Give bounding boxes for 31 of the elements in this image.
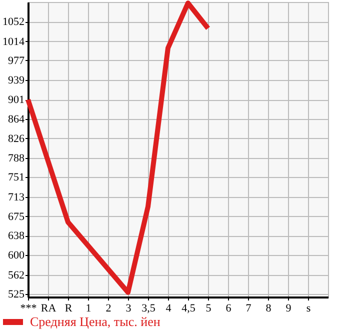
- y-tick-label: 751: [8, 172, 24, 184]
- y-tick-label: 977: [8, 54, 25, 67]
- x-tick-label: RA: [40, 302, 56, 314]
- x-tick-label: 6: [226, 302, 232, 314]
- x-tick-label: 4,5: [182, 302, 196, 314]
- y-tick-label: 600: [8, 250, 25, 262]
- x-tick-label: 3: [126, 302, 132, 314]
- y-tick-label: 525: [8, 288, 25, 300]
- x-tick-label: 1: [86, 302, 92, 314]
- x-tick-label: 9: [286, 302, 292, 314]
- y-tick-label: 788: [8, 152, 25, 165]
- y-tick-label: 864: [8, 113, 25, 126]
- y-tick-label: 1052: [2, 16, 24, 28]
- y-tick-label: 713: [8, 191, 25, 204]
- x-tick-label: R: [64, 302, 73, 314]
- y-tick-label: 826: [8, 132, 25, 145]
- x-tick-label: 2: [106, 302, 112, 314]
- x-tick-label: 8: [266, 302, 272, 314]
- y-tick-label: 562: [8, 269, 24, 282]
- y-tick-label: 901: [8, 94, 24, 106]
- legend-label: Средняя Цена, тыс. йен: [30, 314, 160, 329]
- y-tick-label: 675: [8, 210, 25, 223]
- x-tick-label: 5: [206, 302, 212, 314]
- y-tick-label: 638: [8, 230, 25, 242]
- x-tick-label: 3,5: [142, 302, 156, 314]
- y-tick-label: 1014: [2, 36, 25, 48]
- x-tick-label: s: [306, 302, 311, 314]
- x-tick-label: 7: [246, 302, 252, 314]
- x-tick-label: 4: [166, 302, 172, 314]
- y-tick-label: 939: [8, 74, 25, 87]
- x-tick-label: ***: [20, 302, 37, 314]
